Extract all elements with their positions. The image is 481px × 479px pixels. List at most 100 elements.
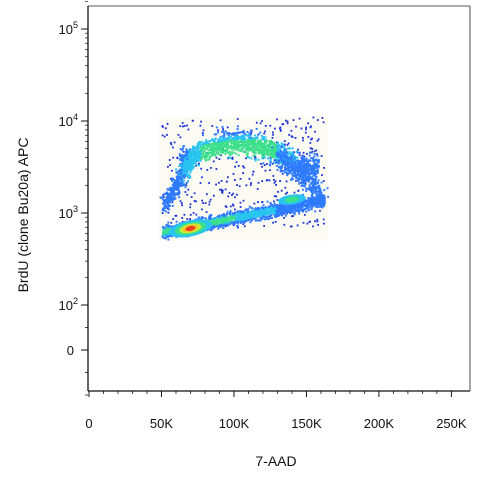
- density-cell: [309, 147, 312, 150]
- density-cell: [250, 216, 253, 219]
- density-cell: [266, 140, 268, 143]
- density-cell: [316, 197, 319, 200]
- density-cell: [303, 208, 306, 211]
- density-cell: [270, 209, 273, 212]
- density-cell: [220, 188, 223, 191]
- density-cell: [241, 138, 244, 141]
- density-cell: [288, 166, 291, 169]
- density-cell: [229, 220, 232, 223]
- density-cell: [296, 165, 299, 168]
- density-cell: [257, 158, 260, 161]
- density-cell: [166, 196, 169, 199]
- density-cell: [282, 150, 285, 153]
- density-cell: [200, 157, 203, 160]
- density-cell: [307, 188, 310, 190]
- density-cell: [239, 211, 241, 214]
- density-cell: [224, 225, 227, 228]
- density-cell: [197, 159, 200, 162]
- density-cell: [317, 138, 320, 141]
- density-cell: [305, 128, 307, 131]
- density-cell: [307, 122, 309, 125]
- density-cell: [291, 154, 294, 157]
- density-cell: [269, 158, 272, 161]
- density-cell: [182, 145, 185, 148]
- density-cell: [272, 175, 275, 177]
- density-cell: [207, 158, 210, 161]
- density-cell: [265, 216, 268, 219]
- density-cell: [281, 160, 284, 162]
- density-cell: [286, 208, 289, 211]
- density-cell: [267, 207, 270, 210]
- density-cell: [205, 141, 207, 144]
- density-cell: [322, 180, 325, 182]
- density-cell: [298, 209, 301, 212]
- density-cell: [271, 137, 274, 139]
- density-cell: [195, 213, 198, 216]
- density-cell: [285, 160, 288, 163]
- density-cell: [262, 155, 265, 158]
- density-cell: [185, 156, 188, 159]
- density-cell: [311, 137, 313, 140]
- density-cell: [280, 142, 283, 145]
- density-cell: [298, 205, 301, 208]
- density-cell: [264, 208, 267, 211]
- density-cell: [201, 208, 203, 211]
- density-cell: [315, 200, 318, 203]
- density-cell: [313, 204, 316, 207]
- density-cell: [212, 160, 215, 163]
- density-cell: [289, 225, 292, 228]
- density-cell: [312, 183, 315, 186]
- density-cell: [177, 189, 180, 192]
- density-cell: [303, 179, 306, 182]
- density-cell: [303, 185, 306, 188]
- density-cell: [232, 192, 235, 195]
- density-cell: [315, 192, 318, 194]
- density-cell: [173, 183, 176, 186]
- density-cell: [272, 154, 275, 157]
- density-cell: [297, 207, 300, 210]
- density-cell: [260, 212, 263, 214]
- density-cell: [254, 156, 257, 159]
- density-cell: [212, 146, 215, 149]
- density-cell: [188, 175, 191, 178]
- density-cell: [294, 166, 297, 169]
- density-cell: [244, 151, 247, 154]
- density-cell: [285, 209, 288, 212]
- density-cell: [259, 122, 262, 125]
- density-cell: [190, 161, 193, 164]
- density-cell: [292, 203, 295, 206]
- density-cell: [189, 151, 191, 154]
- density-cell: [311, 186, 314, 189]
- density-cell: [323, 194, 326, 197]
- density-cell: [254, 210, 257, 213]
- density-cell: [235, 132, 238, 134]
- density-cell: [192, 145, 195, 148]
- density-cell: [208, 203, 211, 206]
- density-cell: [230, 136, 232, 139]
- density-cell: [272, 144, 275, 147]
- density-cell: [182, 154, 185, 157]
- density-cell: [298, 174, 300, 177]
- density-cell: [243, 146, 246, 149]
- density-cell: [263, 225, 265, 227]
- density-cell: [307, 177, 309, 179]
- density-cell: [294, 137, 297, 139]
- density-cell: [312, 116, 315, 119]
- density-cell: [262, 142, 264, 145]
- density-cell: [281, 146, 284, 149]
- density-cell: [197, 157, 200, 160]
- density-cell: [279, 147, 282, 150]
- density-cell: [198, 164, 200, 167]
- density-cell: [171, 204, 174, 207]
- density-cell: [312, 164, 315, 167]
- density-cell: [195, 145, 198, 148]
- density-cell: [243, 131, 246, 134]
- density-cell: [269, 207, 272, 210]
- density-cell: [208, 200, 211, 203]
- density-cell: [305, 207, 308, 210]
- density-cell: [306, 152, 308, 155]
- density-cell: [296, 159, 299, 162]
- density-cell: [222, 221, 225, 224]
- density-cell: [281, 203, 284, 206]
- density-cell: [202, 146, 205, 149]
